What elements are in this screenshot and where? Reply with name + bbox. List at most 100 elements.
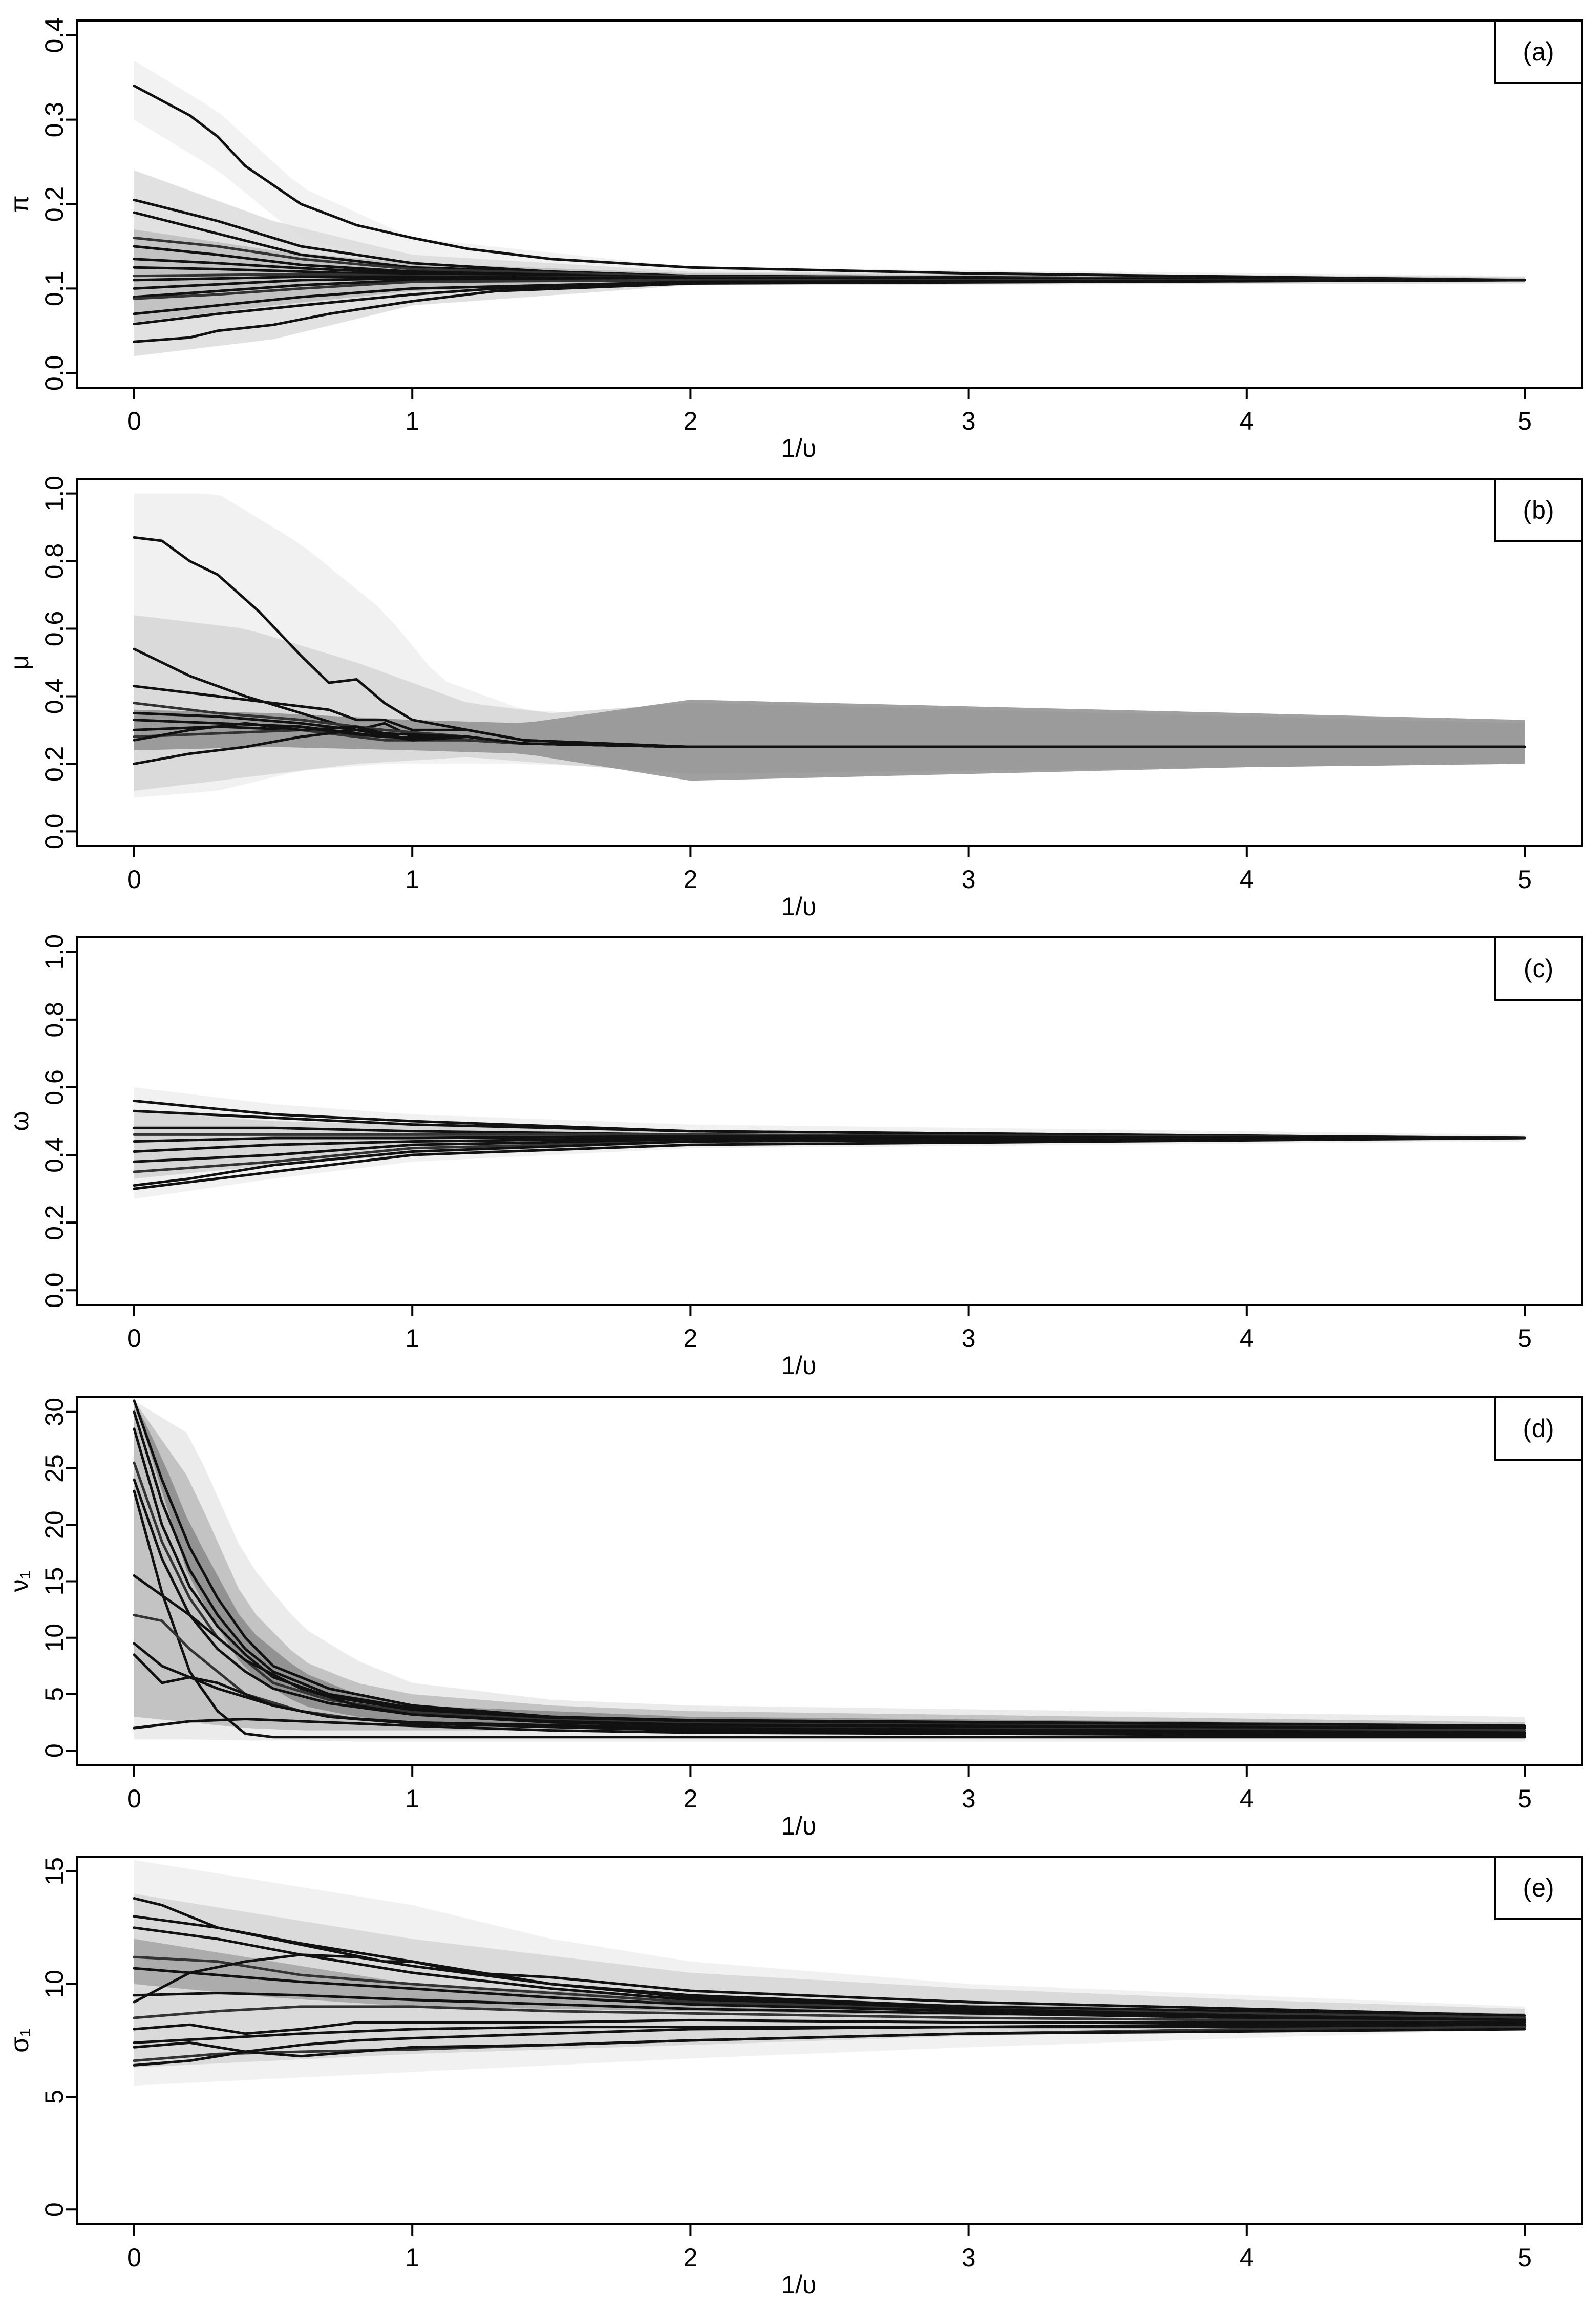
x-tick-label: 0	[127, 407, 141, 435]
x-tick-label: 1	[405, 2243, 419, 2272]
y-tick-label: 0.6	[40, 1069, 69, 1105]
y-tick-label: 0	[40, 2202, 69, 2217]
x-tick-label: 0	[127, 2243, 141, 2272]
panel-label-box	[1494, 19, 1583, 84]
y-tick-label: 5	[40, 1687, 69, 1701]
x-tick-label: 3	[962, 407, 976, 435]
plot-area	[133, 493, 1526, 798]
x-tick-label: 2	[683, 1324, 697, 1353]
series-line	[133, 2018, 1526, 2035]
panel-e: 0 1 2 3 4 5 0 5 10 15 1/υ σ₁ (e)	[5, 1856, 1583, 2299]
x-tick-label: 3	[962, 865, 976, 894]
x-tick-label: 5	[1518, 407, 1532, 435]
series-line	[133, 1718, 1526, 1738]
y-tick-label: 0.8	[40, 543, 69, 579]
uncertainty-band	[134, 700, 1525, 781]
panel-label: (b)	[1523, 496, 1554, 524]
x-tick-label: 4	[1240, 1324, 1254, 1353]
y-tick-label: 0.6	[40, 611, 69, 647]
panel-c: 0 1 2 3 4 5 0.0 0.2 0.4 0.6 0.8 1.0 1/υ ω (c)	[5, 934, 1583, 1380]
y-tick-label: 0.2	[40, 1205, 69, 1240]
y-tick-label: 0.1	[40, 271, 69, 307]
y-tick-label: 10	[40, 1624, 69, 1652]
y-tick-label: 0.3	[40, 102, 69, 138]
series-line	[133, 1653, 1526, 1735]
x-tick-label: 5	[1518, 1324, 1532, 1353]
panel-label: (a)	[1523, 37, 1554, 66]
series-line	[133, 2005, 1526, 2024]
panel-label-box	[1494, 1396, 1583, 1461]
series-line	[133, 2023, 1526, 2053]
x-tick-label: 1	[405, 1324, 419, 1353]
y-tick-label: 30	[40, 1398, 69, 1426]
panel-label-box	[1494, 1856, 1583, 1920]
x-tick-label: 1	[405, 1784, 419, 1813]
x-tick-label: 3	[962, 2243, 976, 2272]
uncertainty-band	[134, 1111, 1525, 1179]
x-tick-label: 3	[962, 1324, 976, 1353]
x-tick-label: 2	[683, 407, 697, 435]
x-tick-label: 0	[127, 865, 141, 894]
x-tick-label: 1	[405, 865, 419, 894]
x-tick-label: 5	[1518, 2243, 1532, 2272]
panel-label: (e)	[1523, 1873, 1554, 1902]
plot-frame	[76, 936, 1583, 1306]
x-tick-label: 5	[1518, 865, 1532, 894]
plot-frame	[76, 1856, 1583, 2225]
x-tick-label: 5	[1518, 1784, 1532, 1813]
series-line	[133, 1136, 1526, 1190]
y-tick-label: 5	[40, 2090, 69, 2104]
x-tick-label: 0	[127, 1324, 141, 1353]
x-axis-label: 1/υ	[781, 434, 816, 462]
y-tick-label: 1.0	[40, 476, 69, 512]
y-tick-label: 0	[40, 1743, 69, 1758]
y-tick-label: 20	[40, 1510, 69, 1539]
x-tick-label: 3	[962, 1784, 976, 1813]
y-tick-label: 0.4	[40, 679, 69, 714]
plot-area	[133, 1399, 1526, 1742]
series-line	[133, 1953, 1526, 2021]
x-tick-label: 1	[405, 407, 419, 435]
x-axis-label: 1/υ	[781, 2270, 816, 2299]
x-axis-label: 1/υ	[781, 1351, 816, 1380]
plot-area	[133, 1860, 1526, 2086]
panel-label: (d)	[1523, 1414, 1554, 1443]
y-tick-label: 15	[40, 1857, 69, 1886]
series-line	[133, 728, 1526, 765]
y-tick-label: 0.0	[40, 814, 69, 850]
plot-area	[133, 60, 1526, 356]
series-line	[133, 1489, 1526, 1739]
x-tick-label: 4	[1240, 2243, 1254, 2272]
panel-b: 0 1 2 3 4 5 0.0 0.2 0.4 0.6 0.8 1.0 1/υ μ (b)	[5, 476, 1583, 921]
series-line	[133, 279, 1526, 300]
x-tick-label: 2	[683, 2243, 697, 2272]
uncertainty-band	[134, 1939, 1525, 2020]
y-axis-label: ω	[5, 1111, 34, 1131]
panel-label-box	[1494, 936, 1583, 1001]
x-tick-label: 4	[1240, 1784, 1254, 1813]
y-tick-label: 0.4	[40, 1137, 69, 1173]
series-line	[133, 2028, 1526, 2067]
x-tick-label: 2	[683, 865, 697, 894]
panel-label: (c)	[1524, 954, 1554, 983]
x-tick-label: 4	[1240, 865, 1254, 894]
y-tick-label: 0.2	[40, 746, 69, 782]
y-axis-label: σ₁	[5, 2028, 34, 2053]
y-tick-label: 1.0	[40, 934, 69, 970]
panel-d: 0 1 2 3 4 5 0 5 10 15 20 25 30 1/υ ν₁ (d)	[5, 1396, 1583, 1840]
panel-a: 0 1 2 3 4 5 0.0 0.1 0.2 0.3 0.4 1/υ π (a)	[5, 17, 1583, 462]
series-line	[133, 279, 1526, 343]
y-axis-label: π	[5, 195, 34, 213]
y-tick-label: 0.4	[40, 17, 69, 53]
x-axis-label: 1/υ	[781, 892, 816, 921]
series-line	[133, 1136, 1526, 1187]
x-tick-label: 4	[1240, 407, 1254, 435]
panel-label-box	[1494, 478, 1583, 542]
series-line	[133, 1955, 1526, 2019]
series-line	[133, 685, 1526, 748]
y-tick-label: 0.0	[40, 355, 69, 391]
y-axis-label: ν₁	[5, 1571, 34, 1592]
y-tick-label: 0.2	[40, 186, 69, 222]
y-axis-label: μ	[5, 655, 34, 670]
